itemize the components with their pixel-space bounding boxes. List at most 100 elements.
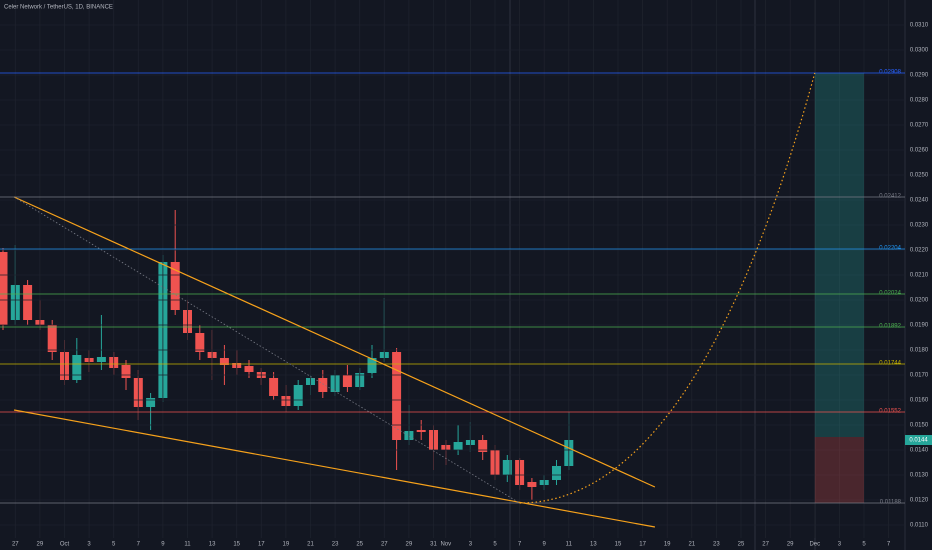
level-label: 0.02204 — [879, 246, 901, 252]
x-tick-label: 29 — [406, 542, 413, 548]
chart-title: Celer Network / TetherUS, 1D, BINANCE — [4, 5, 113, 11]
x-tick-label: 21 — [688, 542, 695, 548]
x-tick-label: 7 — [137, 542, 141, 548]
candle-body — [72, 355, 82, 380]
x-tick-label: 7 — [887, 542, 891, 548]
x-tick-label: 5 — [493, 542, 497, 548]
candle-body — [0, 252, 8, 325]
last-price-tag — [905, 435, 932, 445]
trendline — [13, 409, 656, 528]
y-tick-label: 0.0310 — [910, 23, 929, 29]
y-tick-label: 0.0280 — [910, 98, 929, 104]
x-tick-label: 25 — [356, 542, 363, 548]
y-tick-label: 0.0130 — [910, 473, 929, 479]
level-label: 0.01892 — [879, 324, 901, 330]
y-tick-label: 0.0180 — [910, 348, 929, 354]
y-tick-label: 0.0240 — [910, 198, 929, 204]
trendline — [13, 196, 656, 488]
x-tick-label: 5 — [112, 542, 116, 548]
y-tick-label: 0.0160 — [910, 398, 929, 404]
position-loss — [814, 437, 864, 503]
x-tick-label: 31 — [430, 542, 437, 548]
x-tick-label: 21 — [307, 542, 314, 548]
x-tick-label: 9 — [543, 542, 547, 548]
x-tick-label: 13 — [209, 542, 216, 548]
candle-body — [318, 378, 328, 392]
level-label: 0.02908 — [879, 70, 901, 76]
projection-curve — [519, 72, 816, 504]
y-tick-label: 0.0120 — [910, 498, 929, 504]
y-tick-label: 0.0300 — [910, 48, 929, 54]
y-tick-label: 0.0200 — [910, 298, 929, 304]
candle-body — [453, 442, 463, 450]
y-tick-label: 0.0140 — [910, 448, 929, 454]
candle-body — [342, 375, 352, 387]
x-tick-label: Dec — [809, 542, 820, 548]
candle-body — [121, 365, 131, 378]
x-tick-label: 29 — [37, 542, 44, 548]
dotted-line — [13, 196, 520, 504]
candle-body — [219, 358, 229, 365]
x-tick-label: 27 — [381, 542, 388, 548]
x-tick-label: 7 — [518, 542, 522, 548]
x-tick-label: 11 — [184, 542, 191, 548]
x-tick-label: 11 — [566, 542, 573, 548]
last-price-label: 0.0144 — [909, 438, 928, 444]
y-tick-label: 0.0290 — [910, 73, 929, 79]
x-tick-label: 23 — [332, 542, 339, 548]
candle-body — [195, 333, 205, 352]
x-tick-label: 3 — [87, 542, 91, 548]
x-tick-label: 15 — [233, 542, 240, 548]
y-tick-label: 0.0110 — [910, 523, 929, 529]
candle-body — [293, 385, 303, 406]
price-axis — [905, 0, 932, 550]
x-tick-label: 5 — [862, 542, 866, 548]
level-label: 0.01188 — [880, 500, 902, 506]
candle-body — [244, 366, 254, 372]
candle-body — [269, 378, 279, 396]
y-tick-label: 0.0260 — [910, 148, 929, 154]
candle-body — [146, 398, 156, 407]
candle-body — [392, 352, 402, 440]
level-label: 0.02412 — [879, 194, 901, 200]
candle-body — [502, 460, 512, 475]
x-tick-label: 15 — [615, 542, 622, 548]
x-tick-label: 19 — [283, 542, 290, 548]
level-label: 0.01744 — [879, 361, 901, 367]
candle-body — [416, 430, 426, 432]
x-tick-label: 9 — [161, 542, 165, 548]
x-tick-label: Nov — [440, 542, 451, 548]
candle-body — [552, 466, 561, 480]
level-label: 0.02024 — [879, 291, 901, 297]
x-tick-label: Oct — [60, 542, 70, 548]
y-tick-label: 0.0230 — [910, 223, 929, 229]
level-label: 0.01552 — [879, 409, 901, 415]
candle-body — [23, 285, 33, 320]
x-tick-label: 27 — [762, 542, 769, 548]
y-tick-label: 0.0150 — [910, 423, 929, 429]
x-tick-label: 13 — [590, 542, 597, 548]
x-tick-label: 17 — [258, 542, 265, 548]
x-tick-label: 29 — [787, 542, 794, 548]
candle-body — [47, 325, 57, 352]
x-tick-label: 3 — [838, 542, 842, 548]
candle-body — [170, 262, 180, 310]
candle-body — [96, 357, 106, 362]
position-profit — [814, 73, 864, 437]
y-tick-label: 0.0220 — [910, 248, 929, 254]
x-tick-label: 27 — [12, 542, 19, 548]
x-tick-label: 3 — [469, 542, 473, 548]
y-tick-label: 0.0270 — [910, 123, 929, 129]
x-tick-label: 23 — [713, 542, 720, 548]
y-tick-label: 0.0170 — [910, 373, 929, 379]
x-tick-label: 17 — [639, 542, 646, 548]
y-tick-label: 0.0250 — [910, 173, 929, 179]
x-tick-label: 19 — [664, 542, 671, 548]
candle-body — [367, 358, 377, 373]
x-tick-label: 25 — [738, 542, 745, 548]
y-tick-label: 0.0210 — [910, 273, 929, 279]
candle-body — [527, 482, 537, 487]
candle-body — [478, 440, 488, 452]
